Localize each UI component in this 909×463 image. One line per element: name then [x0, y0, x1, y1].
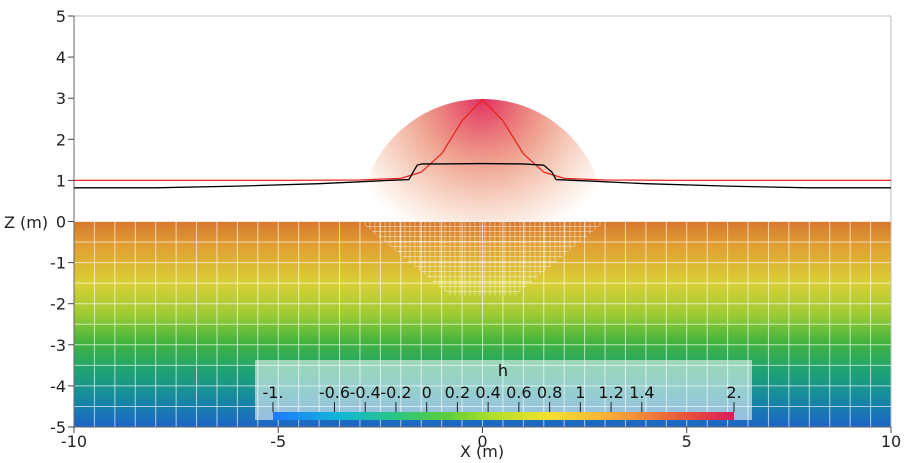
- x-axis-label: X (m): [460, 442, 504, 461]
- x-tick-label: -10: [61, 432, 87, 451]
- y-tick-label: -2: [50, 295, 66, 314]
- colorbar-label: 1.4: [629, 383, 654, 402]
- x-tick-label: -5: [270, 432, 286, 451]
- x-tick-label: 10: [881, 432, 901, 451]
- refined-mesh: [359, 221, 606, 296]
- colorbar-label: -0.2: [380, 383, 411, 402]
- y-tick-label: 5: [56, 7, 66, 26]
- y-tick-label: 2: [56, 130, 66, 149]
- series-line-1: [74, 98, 891, 182]
- colorbar-label: -0.4: [350, 383, 381, 402]
- colorbar-label: -0.6: [319, 383, 350, 402]
- colorbar-title: h: [498, 361, 508, 380]
- y-axis-label: Z (m): [4, 213, 48, 232]
- colorbar-bar: [273, 412, 734, 420]
- colorbar: h -1. -0.6 -0.4 -0.2 0 0.2 0.4 0.6 0.8 1 1.2 1.4 2.: [255, 360, 752, 420]
- colorbar-panel: [255, 360, 752, 420]
- colorbar-label: 2.: [726, 383, 741, 402]
- x-tick-label: 5: [682, 432, 692, 451]
- colorbar-label: 0: [422, 383, 432, 402]
- colorbar-label: 1.2: [598, 383, 623, 402]
- colorbar-label: 0.8: [537, 383, 562, 402]
- series-group: [74, 98, 891, 189]
- y-tick-label: -4: [50, 377, 66, 396]
- y-tick-label: 4: [56, 48, 66, 67]
- colorbar-label: -1.: [262, 383, 283, 402]
- x-tick-label: 0: [477, 432, 487, 451]
- series-line-2: [74, 162, 891, 189]
- y-tick-label: 3: [56, 89, 66, 108]
- colorbar-label: 0.6: [506, 383, 531, 402]
- colorbar-label: 0.4: [475, 383, 500, 402]
- colorbar-label: 1: [575, 383, 585, 402]
- y-tick-label: -1: [50, 254, 66, 273]
- y-tick-label: 1: [56, 171, 66, 190]
- colorbar-label: 0.2: [445, 383, 470, 402]
- y-tick-label: -5: [50, 418, 66, 437]
- y-tick-label: -3: [50, 336, 66, 355]
- y-tick-label: 0: [56, 213, 66, 232]
